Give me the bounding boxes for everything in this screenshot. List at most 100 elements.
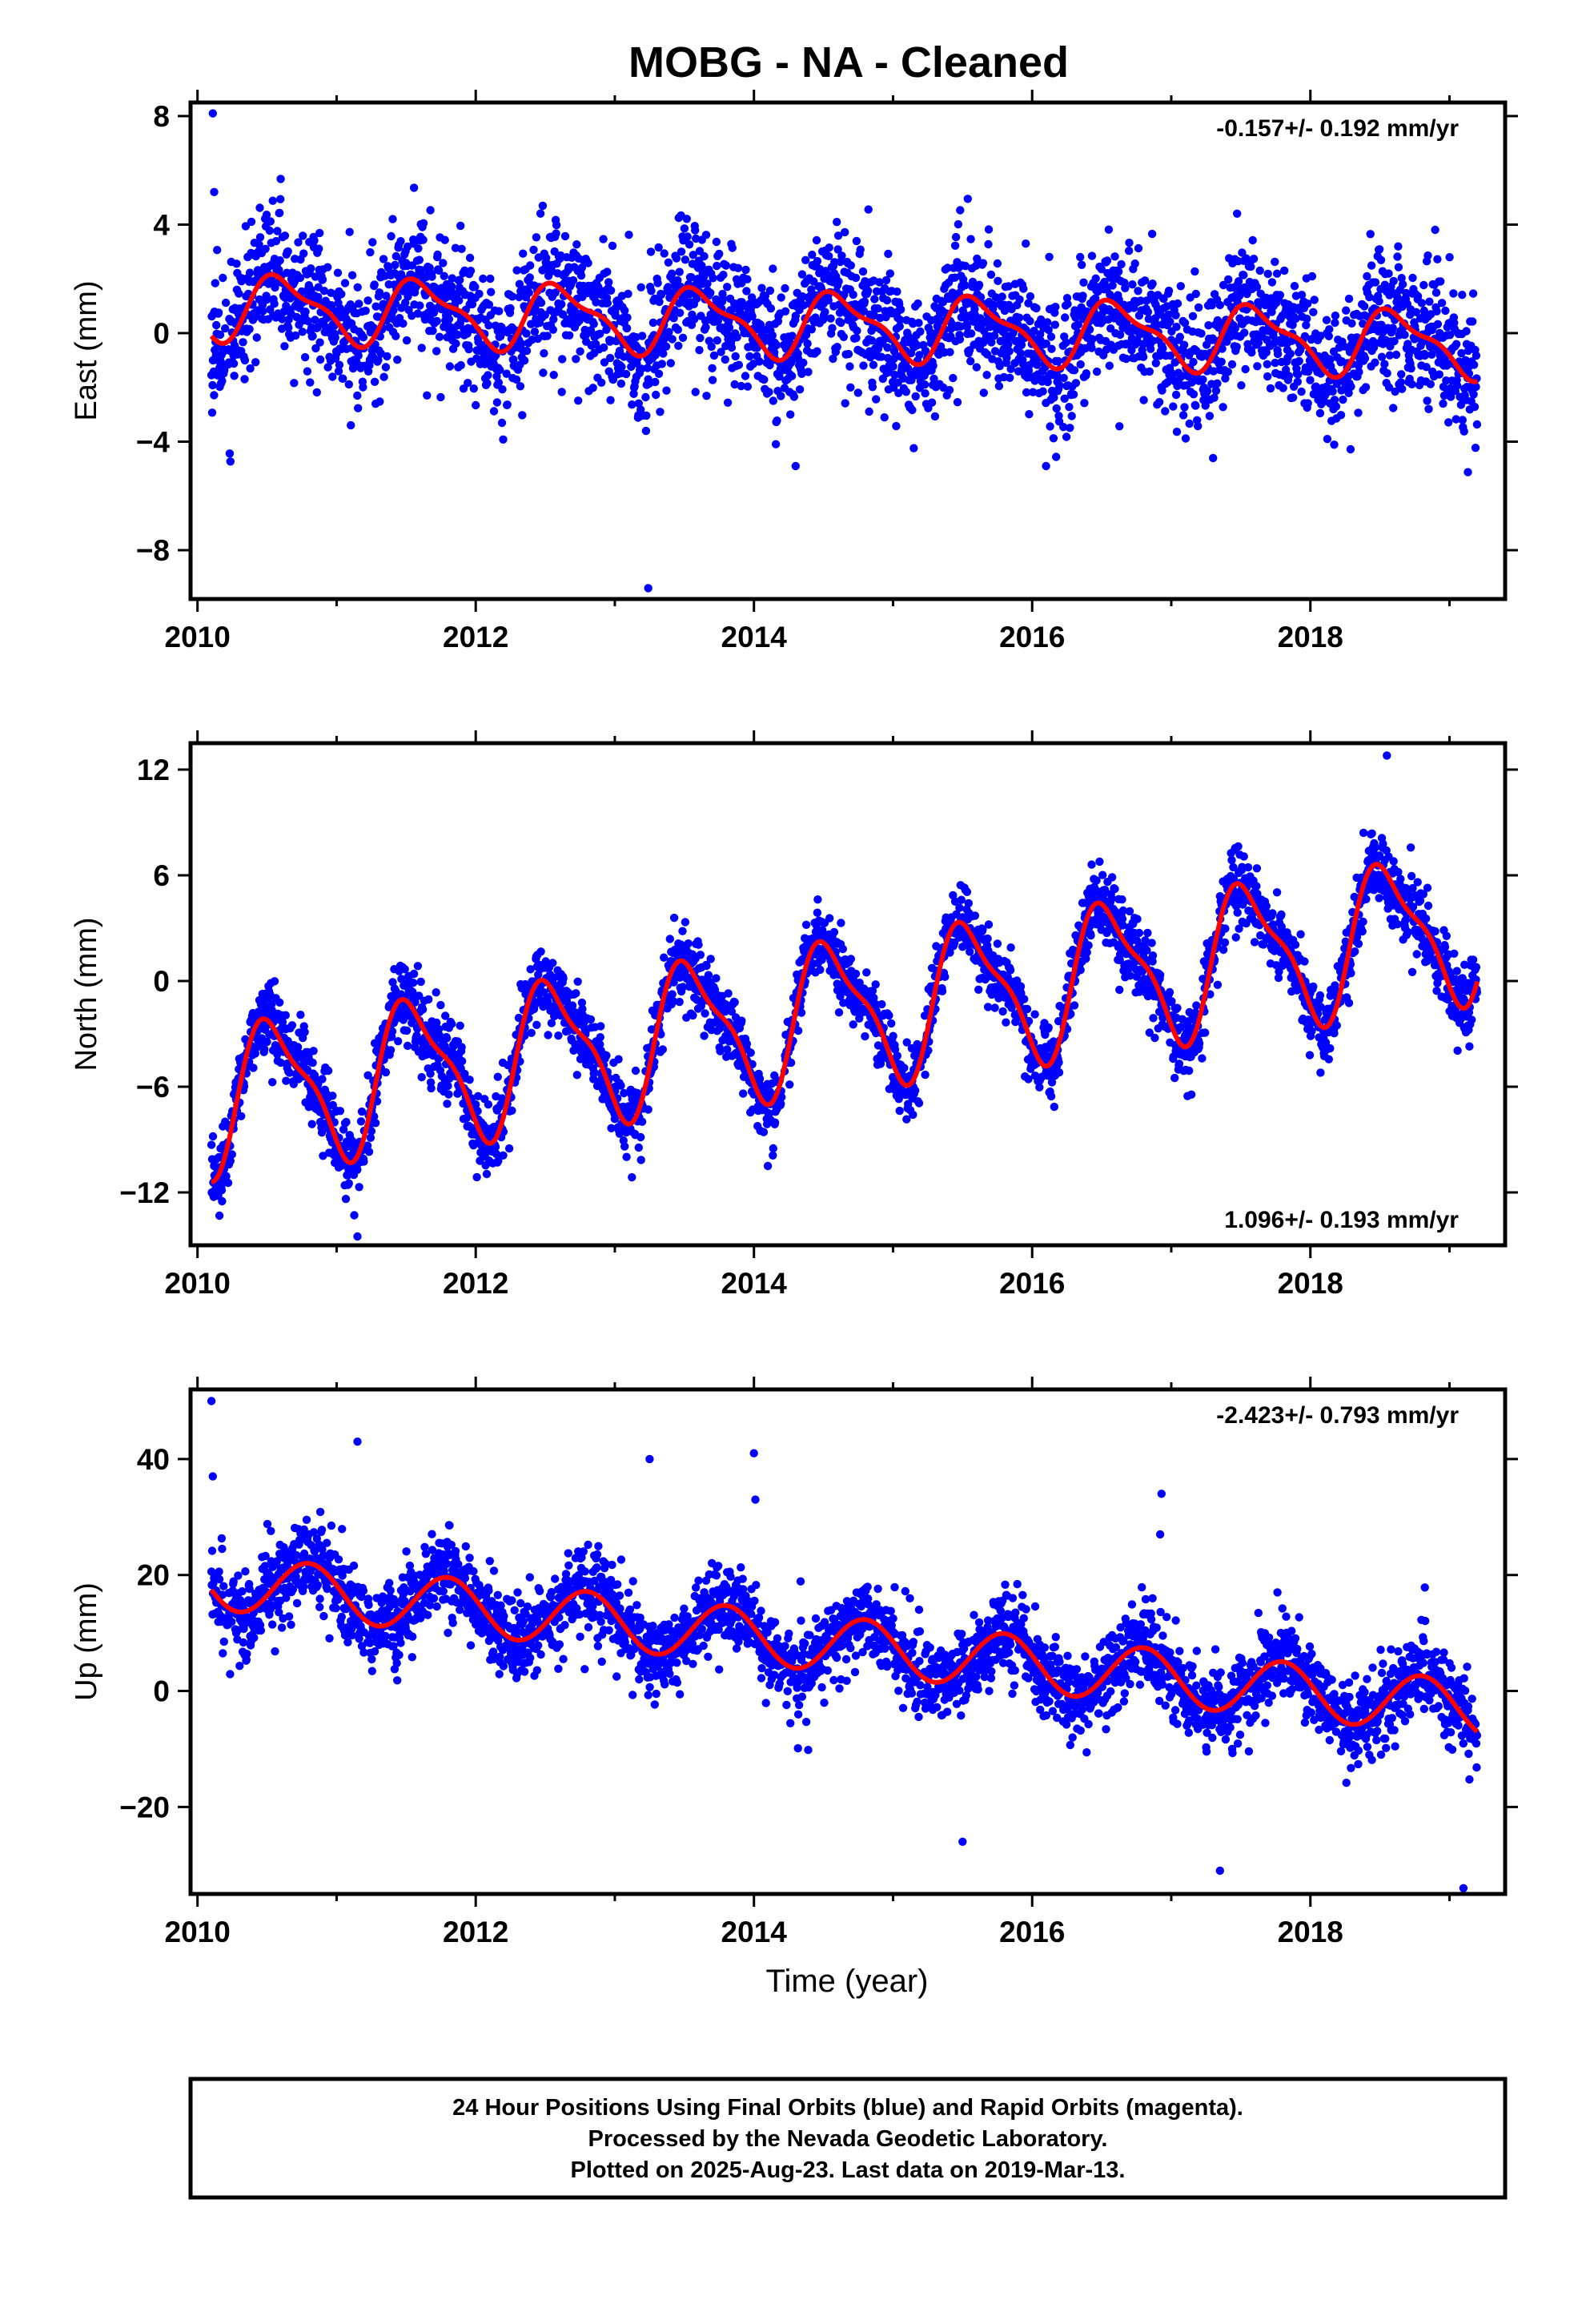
data-point [1211,386,1221,396]
data-point [1342,306,1351,315]
data-point [1427,350,1436,359]
data-point [608,241,617,251]
data-point [961,281,970,290]
data-point [685,240,694,249]
data-point [417,344,426,352]
data-point [268,196,277,205]
data-point [1436,277,1445,286]
data-point [896,316,905,324]
data-point [1052,452,1061,461]
data-point [1302,320,1311,330]
data-point [929,361,938,370]
data-point [1247,348,1256,357]
data-point [379,372,388,381]
data-point [1050,320,1060,329]
data-point [370,280,379,289]
data-point [434,1025,444,1034]
data-point [451,243,460,252]
data-point [799,301,808,310]
data-point [245,268,255,277]
data-point [853,326,861,336]
data-point [1423,251,1432,260]
data-point [484,321,493,330]
data-point [1213,379,1222,388]
data-point [354,404,363,412]
data-point [990,300,998,310]
data-point [1385,351,1395,360]
data-point [841,399,849,408]
data-point [1324,332,1334,340]
data-point [1347,319,1356,328]
data-point [730,380,739,389]
data-point [1074,320,1083,329]
data-point [1396,378,1405,387]
data-point [393,356,402,364]
data-point [588,384,597,392]
data-point [1452,381,1462,390]
data-point [1085,325,1094,334]
data-point [825,914,834,923]
data-point [1122,354,1130,364]
data-point [620,1088,628,1098]
data-point [1092,367,1102,376]
data-point [270,300,279,308]
data-point [1115,422,1124,431]
x-tick-label: 2010 [165,621,231,653]
data-point [387,1027,397,1036]
data-point [1138,352,1148,361]
data-point [475,289,484,299]
data-point [909,444,918,452]
data-point [1424,404,1433,413]
data-point [409,183,419,192]
outlier-point [644,584,652,593]
data-point [1240,328,1249,337]
data-point [266,217,275,226]
data-point [851,273,861,283]
data-point [1143,308,1153,316]
data-point [1413,292,1423,301]
data-point [341,1194,351,1204]
data-point [1360,354,1370,363]
data-point [1450,319,1459,328]
data-point [1232,342,1241,352]
data-point [315,338,324,347]
data-point [1411,308,1421,316]
data-point [724,989,733,998]
data-point [1439,399,1447,408]
data-point [865,407,873,416]
data-point [1344,294,1354,304]
data-point [1316,332,1325,340]
data-point [884,249,893,259]
data-point [741,265,750,275]
data-point [222,1172,231,1180]
data-point [549,315,558,324]
data-point [1046,332,1056,341]
data-point [208,1132,218,1141]
data-point [1295,356,1303,366]
data-point [637,364,646,373]
data-point [536,947,545,956]
data-point [355,1183,363,1192]
data-point [359,1157,368,1166]
data-point [955,335,965,344]
data-point [299,231,307,240]
data-point [655,297,664,307]
data-point [1191,401,1200,410]
data-point [603,299,612,308]
data-point [1472,382,1480,392]
data-point [795,385,805,394]
data-point [260,1044,269,1054]
data-point [683,232,692,241]
data-point [602,1051,611,1060]
data-point [1426,380,1435,388]
data-point [1189,390,1199,399]
data-point [391,332,400,340]
data-point [479,274,488,283]
data-point [219,273,227,283]
data-point [495,307,504,316]
data-point [1070,366,1079,375]
data-point [1431,288,1441,297]
data-point [641,426,651,436]
data-point [807,285,816,294]
data-point [799,358,808,368]
